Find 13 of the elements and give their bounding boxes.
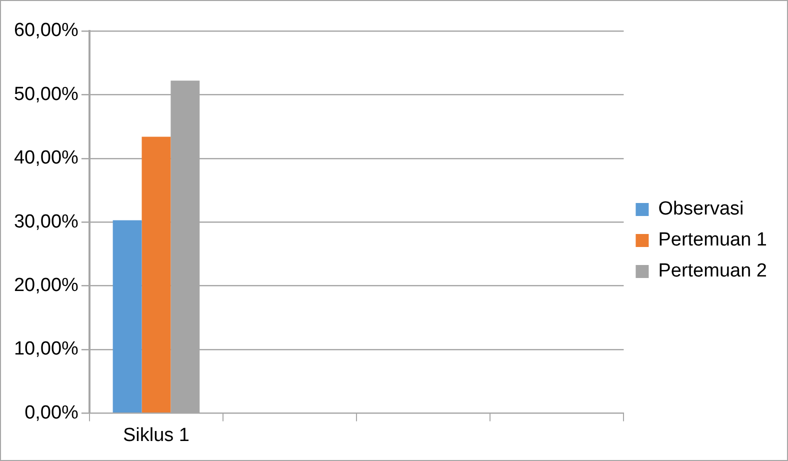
y-tick-label: 60,00%: [14, 20, 79, 42]
x-tick-label: Siklus 1: [122, 424, 190, 446]
bar: [142, 136, 171, 413]
legend-label: Pertemuan 2: [658, 260, 768, 282]
y-tick-label: 40,00%: [14, 148, 79, 169]
legend-label: Observasi: [658, 198, 744, 220]
y-tick-label: 20,00%: [14, 275, 79, 296]
y-tick-label: 50,00%: [14, 84, 79, 105]
legend-label: Pertemuan 1: [658, 230, 768, 251]
y-tick-label: 10,00%: [14, 338, 79, 360]
bar: [112, 220, 142, 413]
y-tick-label: 0,00%: [24, 402, 79, 424]
y-tick-label: 30,00%: [14, 211, 79, 232]
